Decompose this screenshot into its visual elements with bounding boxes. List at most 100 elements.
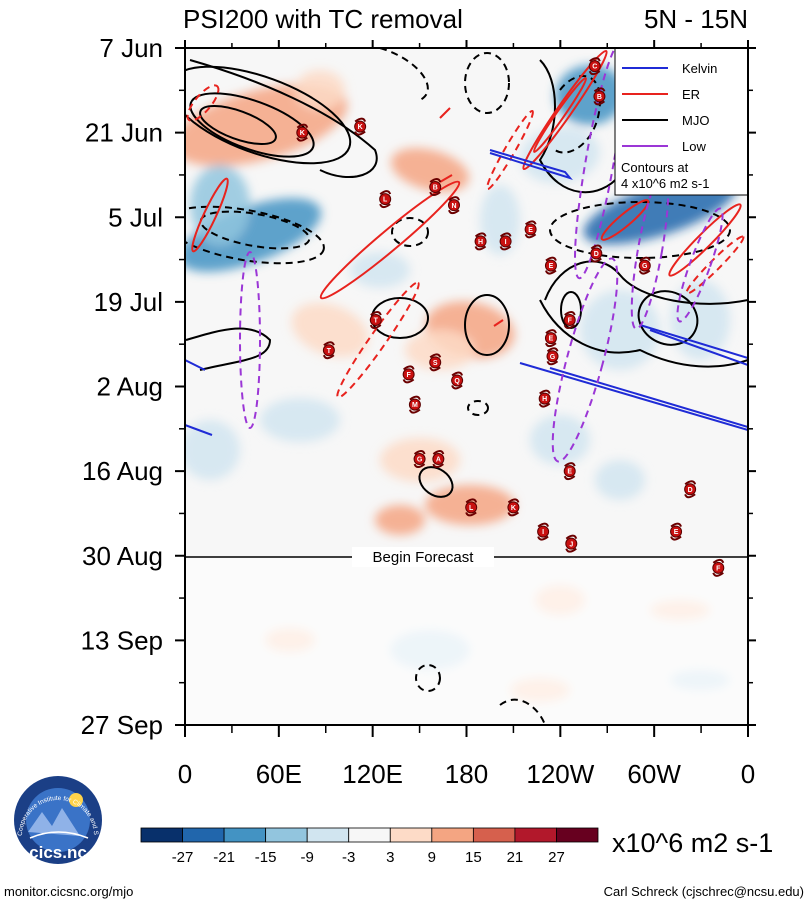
footer-credit: Carl Schreck (cjschrec@ncsu.edu) <box>604 884 804 899</box>
tc-marker-eye <box>408 398 421 411</box>
y-tick-label: 13 Sep <box>81 625 163 655</box>
tc-marker-letter: B <box>597 94 602 101</box>
tc-marker-letter: I <box>542 529 544 536</box>
tc-marker-letter: D <box>594 251 599 258</box>
tc-marker-eye <box>563 314 576 327</box>
colorbar-swatch <box>265 827 308 843</box>
colorbar-swatch <box>556 827 599 843</box>
tc-marker-eye <box>544 259 557 272</box>
tc-marker: D <box>684 480 697 499</box>
tc-marker-eye <box>432 453 445 466</box>
tc-marker: K <box>507 498 520 517</box>
tc-marker-swirl <box>712 558 725 577</box>
tc-marker-letter: E <box>674 529 679 536</box>
anomaly-patch <box>295 70 345 110</box>
tc-marker: E <box>670 522 683 541</box>
tc-marker: A <box>432 450 445 469</box>
tc-marker-eye <box>322 344 335 357</box>
tc-marker: H <box>474 232 487 251</box>
region-label: 5N - 15N <box>644 4 748 34</box>
anomaly-patch <box>291 302 369 358</box>
tc-marker-letter: C <box>592 64 597 71</box>
colorbar-swatch <box>182 827 225 843</box>
tc-marker: F <box>402 365 415 384</box>
x-tick-label: 120W <box>526 759 594 789</box>
legend: Kelvin ER MJO Low Contours at4 x10^6 m2 s-1 <box>614 47 749 196</box>
tc-marker: E <box>563 462 576 481</box>
tc-marker-letter: L <box>469 505 474 512</box>
x-tick-label: 60E <box>256 759 302 789</box>
tc-marker-letter: H <box>542 396 547 403</box>
colorbar-label: -9 <box>301 849 314 866</box>
colorbar-label: -3 <box>342 849 355 866</box>
tc-marker-swirl <box>322 341 335 360</box>
tc-marker-letter: K <box>511 505 516 512</box>
tc-marker-letter: E <box>528 227 533 234</box>
tc-marker-letter: B <box>433 185 438 192</box>
y-tick-label: 27 Sep <box>81 710 163 740</box>
chart-title: PSI200 with TC removal <box>183 4 463 34</box>
tc-marker-eye <box>499 235 512 248</box>
legend-note-1: Contours at <box>621 160 689 175</box>
tc-marker-swirl <box>499 232 512 251</box>
anomaly-patch <box>391 148 469 192</box>
tc-marker-eye <box>538 392 551 405</box>
tc-marker-eye <box>465 501 478 514</box>
tc-marker: I <box>537 522 550 541</box>
mjo-dashed-contours <box>185 48 731 725</box>
tc-marker-letter: D <box>688 487 693 494</box>
colorbar-label: 15 <box>465 849 482 866</box>
tc-marker: K <box>354 117 367 136</box>
tc-marker: M <box>408 395 421 414</box>
tc-marker-letter: E <box>567 469 572 476</box>
tc-marker: E <box>544 256 557 275</box>
tc-marker-eye <box>507 501 520 514</box>
tc-marker-eye <box>593 90 606 103</box>
y-tick-label: 5 Jul <box>108 202 163 232</box>
tc-marker-letter: E <box>549 263 554 270</box>
legend-label-er: ER <box>682 87 700 102</box>
tc-marker-eye <box>429 181 442 194</box>
tc-marker-eye <box>565 537 578 550</box>
tc-marker: J <box>565 534 578 553</box>
tc-marker-swirl <box>474 232 487 251</box>
tc-marker-letter: F <box>568 318 573 325</box>
tc-marker-swirl <box>429 178 442 197</box>
colorbar-swatch <box>140 827 183 843</box>
tc-marker-letter: Q <box>454 378 460 385</box>
tc-marker-swirl <box>296 123 309 142</box>
tc-marker: B <box>593 87 606 106</box>
tc-marker-swirl <box>670 522 683 541</box>
tc-marker: L <box>465 498 478 517</box>
y-tick-label: 2 Aug <box>96 372 163 402</box>
tc-marker-eye <box>524 223 537 236</box>
colorbar-label: -27 <box>172 849 194 866</box>
tc-marker-swirl <box>524 220 537 239</box>
low-contours <box>239 48 724 463</box>
colorbar-label: 27 <box>548 849 565 866</box>
forecast-label-bg <box>352 547 494 567</box>
tc-marker: T <box>369 311 382 329</box>
y-tick-label: 30 Aug <box>82 541 163 571</box>
anomaly-patch <box>350 252 410 288</box>
tc-marker-letter: K <box>300 130 305 137</box>
tc-marker-swirl <box>402 365 415 384</box>
legend-label-mjo: MJO <box>682 113 709 128</box>
tc-marker: N <box>447 196 460 215</box>
anomaly-patch <box>530 415 590 465</box>
tc-marker-eye <box>537 525 550 538</box>
tc-marker: K <box>296 123 309 142</box>
anomaly-patch <box>670 280 730 360</box>
x-tick-label: 0 <box>741 759 755 789</box>
tc-marker-eye <box>590 247 603 260</box>
colorbar-swatch <box>431 827 474 843</box>
tc-marker: G <box>546 347 559 366</box>
anomaly-patch <box>185 420 240 480</box>
tc-marker-letter: T <box>327 348 332 355</box>
legend-label-low: Low <box>682 139 706 154</box>
y-tick-label: 7 Jun <box>99 33 163 63</box>
tc-marker-swirl <box>451 371 464 390</box>
x-tick-label: 0 <box>178 759 192 789</box>
tc-marker-swirl <box>588 57 601 76</box>
